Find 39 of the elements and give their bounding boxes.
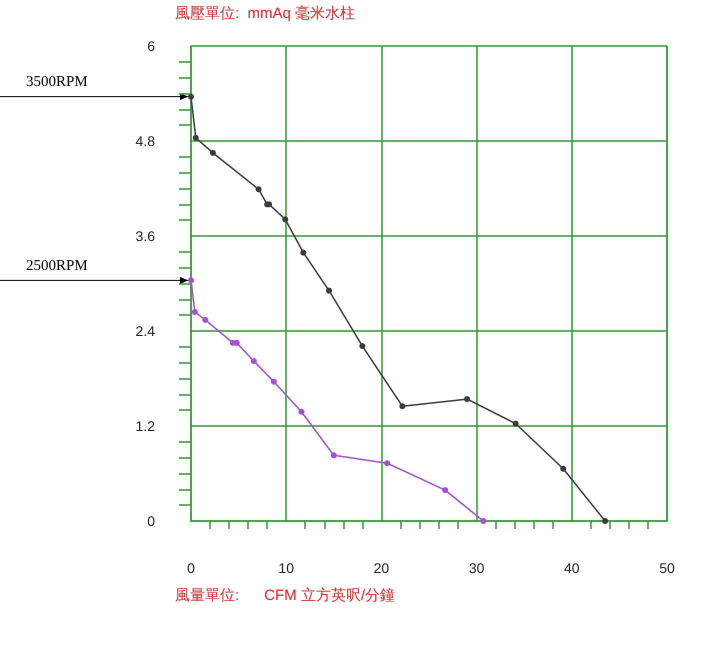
point [560,466,566,472]
point [282,216,288,222]
point [480,518,486,524]
point [250,358,257,364]
point [512,420,519,427]
point [359,343,366,350]
y-tick-label: 1.2 [136,418,156,434]
y-tick-label: 6 [147,38,156,54]
point [326,288,332,294]
point [192,309,198,315]
point [210,150,216,156]
y-axis-title: 風壓單位: mmAq 毫米水柱 [175,5,356,22]
x-tick-label: 40 [564,560,580,576]
point [442,487,448,494]
text: 2500RPM [26,258,88,274]
point [300,250,306,256]
y-tick-label: 4.8 [136,133,156,149]
point [399,403,406,410]
y-tick-label: 3.6 [136,228,156,244]
point [464,396,470,402]
point [270,378,277,385]
x-tick-label: 10 [278,560,294,576]
x-axis-title: 風量單位: CFM 立方英呎/分鐘 [175,587,395,604]
x-tick-label: 0 [187,560,196,576]
point [188,94,194,100]
point [192,134,199,141]
x-tick-label: 30 [468,560,485,576]
point [188,277,194,284]
x-tick-label: 20 [374,560,390,576]
y-tick-label: 2.4 [136,323,156,339]
point [256,186,262,192]
point [330,452,337,458]
point [202,316,208,323]
y-tick-label: 0 [147,513,156,529]
text: 3500RPM [26,74,88,90]
x-tick-label: 50 [659,560,675,576]
point [384,460,390,466]
point [298,408,304,415]
point [602,518,608,524]
